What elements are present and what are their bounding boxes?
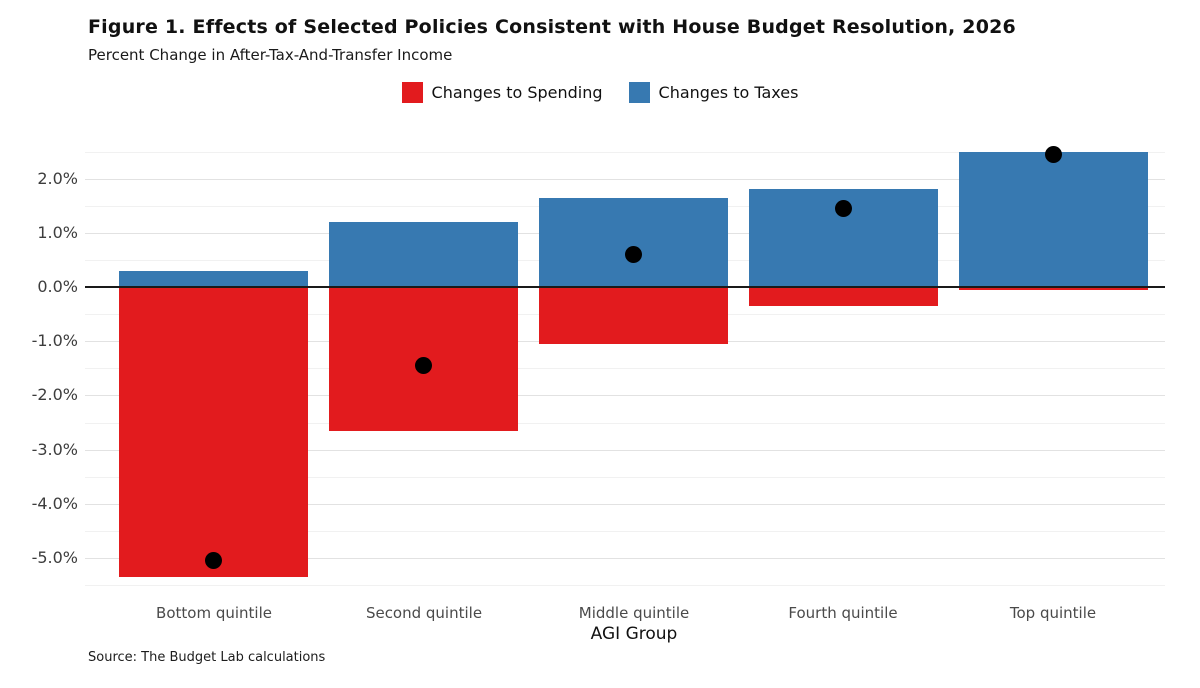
- bar-segment-changes-to-taxes-bottom-quintile: [119, 271, 308, 287]
- chart-subtitle: Percent Change in After-Tax-And-Transfer…: [88, 46, 453, 64]
- bar-segment-changes-to-taxes-second-quintile: [329, 222, 518, 287]
- gridline-major-2: [85, 179, 1165, 180]
- gridline-minor-2.5: [85, 152, 1165, 153]
- legend-label-taxes: Changes to Taxes: [658, 83, 799, 102]
- gridline-major--5: [85, 558, 1165, 559]
- bar-segment-changes-to-spending-fourth-quintile: [749, 287, 938, 306]
- x-category-label-bottom-quintile: Bottom quintile: [156, 604, 272, 622]
- net-effect-dot-second-quintile: [415, 357, 432, 374]
- bar-segment-changes-to-spending-top-quintile: [959, 287, 1148, 290]
- bar-segment-changes-to-taxes-top-quintile: [959, 152, 1148, 288]
- zero-axis-line: [85, 286, 1165, 288]
- chart-title: Figure 1. Effects of Selected Policies C…: [88, 16, 1016, 38]
- net-effect-dot-middle-quintile: [625, 246, 642, 263]
- gridline-major--4: [85, 504, 1165, 505]
- x-category-label-middle-quintile: Middle quintile: [578, 604, 690, 622]
- y-tick-label--5: -5.0%: [31, 548, 78, 567]
- bar-segment-changes-to-taxes-middle-quintile: [539, 198, 728, 287]
- legend-item-taxes: Changes to Taxes: [628, 82, 799, 103]
- x-axis-title: AGI Group: [590, 624, 678, 644]
- legend-item-spending: Changes to Spending: [401, 82, 603, 103]
- net-effect-dot-top-quintile: [1045, 146, 1062, 163]
- gridline-minor--4.5: [85, 531, 1165, 532]
- x-category-label-fourth-quintile: Fourth quintile: [788, 604, 898, 622]
- source-note: Source: The Budget Lab calculations: [88, 650, 326, 665]
- chart-legend: Changes to Spending Changes to Taxes: [0, 82, 1200, 103]
- gridline-minor--2.5: [85, 423, 1165, 424]
- gridline-minor--1.5: [85, 368, 1165, 369]
- bar-segment-changes-to-spending-bottom-quintile: [119, 287, 308, 577]
- y-tick-label--2: -2.0%: [31, 385, 78, 404]
- x-category-label-top-quintile: Top quintile: [1009, 604, 1097, 622]
- y-tick-label-0: 0.0%: [37, 277, 78, 296]
- y-tick-label--4: -4.0%: [31, 494, 78, 513]
- taxes-swatch-icon: [628, 82, 650, 103]
- gridline-minor--5.5: [85, 585, 1165, 586]
- gridline-major--3: [85, 450, 1165, 451]
- gridline-major--2: [85, 395, 1165, 396]
- net-effect-dot-fourth-quintile: [835, 200, 852, 217]
- y-tick-label--1: -1.0%: [31, 331, 78, 350]
- legend-label-spending: Changes to Spending: [431, 83, 603, 102]
- net-effect-dot-bottom-quintile: [205, 552, 222, 569]
- bar-segment-changes-to-spending-middle-quintile: [539, 287, 728, 344]
- x-category-label-second-quintile: Second quintile: [365, 604, 483, 622]
- y-tick-label--3: -3.0%: [31, 440, 78, 459]
- y-tick-label-1: 1.0%: [37, 223, 78, 242]
- y-tick-label-2: 2.0%: [37, 169, 78, 188]
- spending-swatch-icon: [401, 82, 423, 103]
- gridline-minor--3.5: [85, 477, 1165, 478]
